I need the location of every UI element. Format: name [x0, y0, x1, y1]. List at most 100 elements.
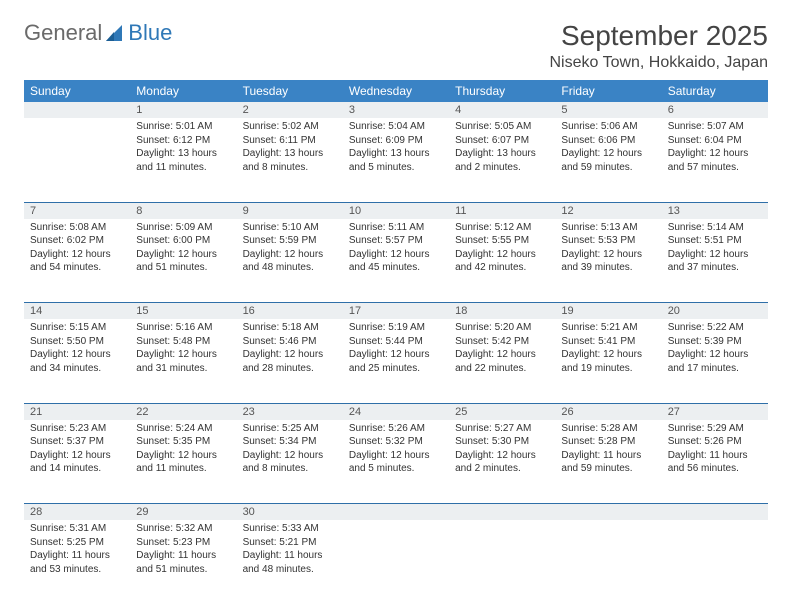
- sunrise-text: Sunrise: 5:22 AM: [668, 321, 762, 335]
- sunrise-text: Sunrise: 5:08 AM: [30, 221, 124, 235]
- day-details: [662, 520, 768, 528]
- day-number: [343, 504, 449, 521]
- day-details: Sunrise: 5:28 AMSunset: 5:28 PMDaylight:…: [555, 420, 661, 482]
- day-cell: [343, 520, 449, 604]
- daylight-text: Daylight: 11 hours and 48 minutes.: [243, 549, 337, 576]
- day-cell: Sunrise: 5:26 AMSunset: 5:32 PMDaylight:…: [343, 420, 449, 504]
- sunset-text: Sunset: 6:11 PM: [243, 134, 337, 148]
- daylight-text: Daylight: 13 hours and 5 minutes.: [349, 147, 443, 174]
- sunrise-text: Sunrise: 5:07 AM: [668, 120, 762, 134]
- sunset-text: Sunset: 5:42 PM: [455, 335, 549, 349]
- day-details: Sunrise: 5:16 AMSunset: 5:48 PMDaylight:…: [130, 319, 236, 381]
- day-cell: Sunrise: 5:31 AMSunset: 5:25 PMDaylight:…: [24, 520, 130, 604]
- logo: General Blue: [24, 20, 172, 46]
- daynum-row: 14151617181920: [24, 303, 768, 320]
- day-cell: Sunrise: 5:12 AMSunset: 5:55 PMDaylight:…: [449, 219, 555, 303]
- day-details: Sunrise: 5:15 AMSunset: 5:50 PMDaylight:…: [24, 319, 130, 381]
- day-number: 1: [130, 102, 236, 118]
- day-details: Sunrise: 5:09 AMSunset: 6:00 PMDaylight:…: [130, 219, 236, 281]
- sunset-text: Sunset: 5:41 PM: [561, 335, 655, 349]
- day-cell: Sunrise: 5:02 AMSunset: 6:11 PMDaylight:…: [237, 118, 343, 202]
- day-details: Sunrise: 5:10 AMSunset: 5:59 PMDaylight:…: [237, 219, 343, 281]
- daylight-text: Daylight: 11 hours and 53 minutes.: [30, 549, 124, 576]
- day-cell: Sunrise: 5:27 AMSunset: 5:30 PMDaylight:…: [449, 420, 555, 504]
- daylight-text: Daylight: 12 hours and 22 minutes.: [455, 348, 549, 375]
- day-cell: Sunrise: 5:01 AMSunset: 6:12 PMDaylight:…: [130, 118, 236, 202]
- day-number: [662, 504, 768, 521]
- sunset-text: Sunset: 5:28 PM: [561, 435, 655, 449]
- month-title: September 2025: [550, 20, 769, 52]
- week-row: Sunrise: 5:23 AMSunset: 5:37 PMDaylight:…: [24, 420, 768, 504]
- daylight-text: Daylight: 12 hours and 54 minutes.: [30, 248, 124, 275]
- day-cell: Sunrise: 5:13 AMSunset: 5:53 PMDaylight:…: [555, 219, 661, 303]
- day-details: Sunrise: 5:26 AMSunset: 5:32 PMDaylight:…: [343, 420, 449, 482]
- day-cell: Sunrise: 5:08 AMSunset: 6:02 PMDaylight:…: [24, 219, 130, 303]
- day-details: Sunrise: 5:25 AMSunset: 5:34 PMDaylight:…: [237, 420, 343, 482]
- sunset-text: Sunset: 6:04 PM: [668, 134, 762, 148]
- daylight-text: Daylight: 12 hours and 57 minutes.: [668, 147, 762, 174]
- day-details: Sunrise: 5:19 AMSunset: 5:44 PMDaylight:…: [343, 319, 449, 381]
- col-thursday: Thursday: [449, 80, 555, 102]
- day-number: 25: [449, 403, 555, 420]
- week-row: Sunrise: 5:15 AMSunset: 5:50 PMDaylight:…: [24, 319, 768, 403]
- col-sunday: Sunday: [24, 80, 130, 102]
- daylight-text: Daylight: 12 hours and 14 minutes.: [30, 449, 124, 476]
- sunrise-text: Sunrise: 5:04 AM: [349, 120, 443, 134]
- sunset-text: Sunset: 6:06 PM: [561, 134, 655, 148]
- sunrise-text: Sunrise: 5:02 AM: [243, 120, 337, 134]
- day-number: 10: [343, 202, 449, 219]
- day-number: 2: [237, 102, 343, 118]
- day-cell: [24, 118, 130, 202]
- day-number: 26: [555, 403, 661, 420]
- day-details: Sunrise: 5:06 AMSunset: 6:06 PMDaylight:…: [555, 118, 661, 180]
- sunset-text: Sunset: 5:34 PM: [243, 435, 337, 449]
- day-details: Sunrise: 5:22 AMSunset: 5:39 PMDaylight:…: [662, 319, 768, 381]
- sunset-text: Sunset: 5:44 PM: [349, 335, 443, 349]
- day-number: [24, 102, 130, 118]
- day-details: [449, 520, 555, 528]
- day-number: 27: [662, 403, 768, 420]
- sunset-text: Sunset: 5:53 PM: [561, 234, 655, 248]
- logo-text-blue: Blue: [128, 20, 172, 46]
- day-cell: Sunrise: 5:20 AMSunset: 5:42 PMDaylight:…: [449, 319, 555, 403]
- header: General Blue September 2025 Niseko Town,…: [24, 20, 768, 72]
- day-number: 6: [662, 102, 768, 118]
- sunset-text: Sunset: 5:55 PM: [455, 234, 549, 248]
- day-cell: [662, 520, 768, 604]
- day-cell: Sunrise: 5:23 AMSunset: 5:37 PMDaylight:…: [24, 420, 130, 504]
- day-details: Sunrise: 5:01 AMSunset: 6:12 PMDaylight:…: [130, 118, 236, 180]
- day-number: 19: [555, 303, 661, 320]
- day-number: 14: [24, 303, 130, 320]
- day-number: 21: [24, 403, 130, 420]
- daylight-text: Daylight: 12 hours and 37 minutes.: [668, 248, 762, 275]
- day-number: [555, 504, 661, 521]
- day-cell: Sunrise: 5:29 AMSunset: 5:26 PMDaylight:…: [662, 420, 768, 504]
- daylight-text: Daylight: 11 hours and 56 minutes.: [668, 449, 762, 476]
- sunrise-text: Sunrise: 5:33 AM: [243, 522, 337, 536]
- sunrise-text: Sunrise: 5:18 AM: [243, 321, 337, 335]
- day-number: 23: [237, 403, 343, 420]
- day-cell: Sunrise: 5:16 AMSunset: 5:48 PMDaylight:…: [130, 319, 236, 403]
- day-details: Sunrise: 5:07 AMSunset: 6:04 PMDaylight:…: [662, 118, 768, 180]
- daylight-text: Daylight: 12 hours and 25 minutes.: [349, 348, 443, 375]
- daylight-text: Daylight: 12 hours and 45 minutes.: [349, 248, 443, 275]
- sunset-text: Sunset: 5:26 PM: [668, 435, 762, 449]
- daylight-text: Daylight: 12 hours and 31 minutes.: [136, 348, 230, 375]
- sunset-text: Sunset: 5:59 PM: [243, 234, 337, 248]
- day-number: 20: [662, 303, 768, 320]
- daylight-text: Daylight: 13 hours and 11 minutes.: [136, 147, 230, 174]
- day-details: Sunrise: 5:32 AMSunset: 5:23 PMDaylight:…: [130, 520, 236, 582]
- daylight-text: Daylight: 12 hours and 5 minutes.: [349, 449, 443, 476]
- sunrise-text: Sunrise: 5:19 AM: [349, 321, 443, 335]
- sunset-text: Sunset: 5:30 PM: [455, 435, 549, 449]
- daylight-text: Daylight: 12 hours and 34 minutes.: [30, 348, 124, 375]
- daynum-row: 282930: [24, 504, 768, 521]
- day-details: Sunrise: 5:04 AMSunset: 6:09 PMDaylight:…: [343, 118, 449, 180]
- day-number: 28: [24, 504, 130, 521]
- day-details: Sunrise: 5:08 AMSunset: 6:02 PMDaylight:…: [24, 219, 130, 281]
- daylight-text: Daylight: 12 hours and 11 minutes.: [136, 449, 230, 476]
- calendar-table: Sunday Monday Tuesday Wednesday Thursday…: [24, 80, 768, 604]
- sunset-text: Sunset: 5:48 PM: [136, 335, 230, 349]
- day-details: [555, 520, 661, 528]
- title-block: September 2025 Niseko Town, Hokkaido, Ja…: [550, 20, 769, 72]
